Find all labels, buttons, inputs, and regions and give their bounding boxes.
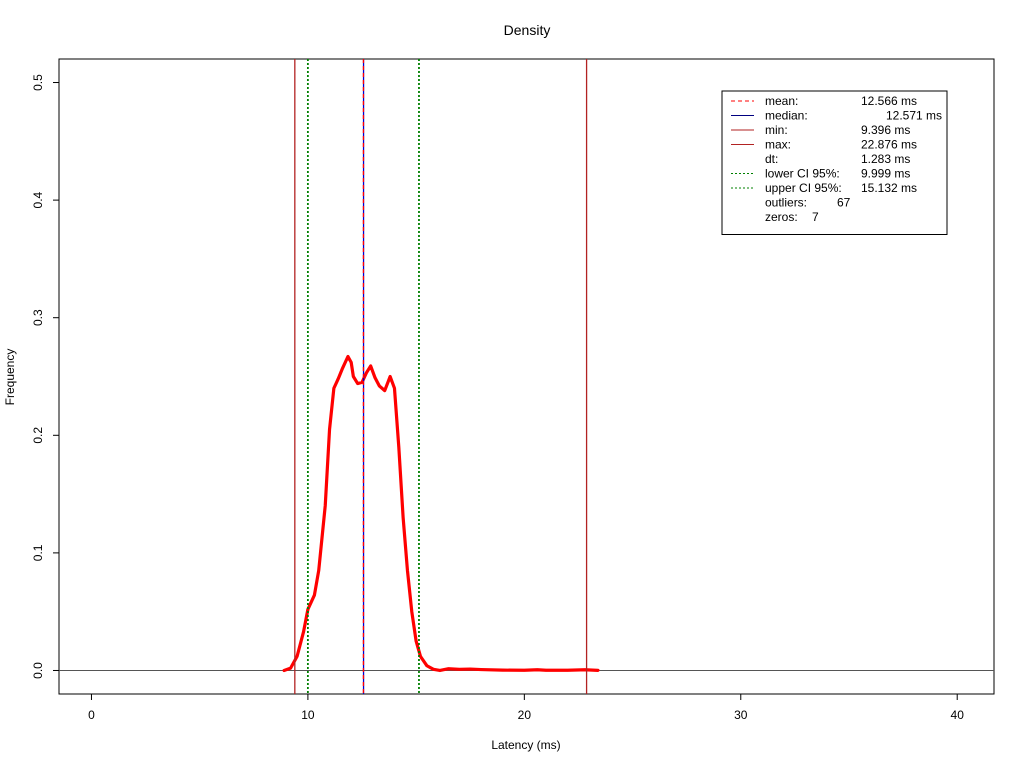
legend-label: max:	[765, 138, 791, 152]
y-tick-label: 0.0	[31, 662, 45, 679]
y-tick-label: 0.5	[31, 74, 45, 91]
y-axis-label: Frequency	[3, 349, 17, 406]
legend-label: zeros:	[765, 210, 798, 224]
density-curve	[282, 354, 600, 673]
x-axis-label: Latency (ms)	[491, 738, 560, 752]
y-axis: 0.0 0.1 0.2 0.3 0.4 0.5	[31, 74, 59, 679]
x-axis: 0 10 20 30 40	[88, 694, 964, 722]
legend-value: 12.566 ms	[861, 94, 917, 108]
legend-value: 67	[837, 196, 851, 210]
legend-value: 1.283 ms	[861, 152, 910, 166]
legend-label: lower CI 95%:	[765, 167, 840, 181]
chart-title: Density	[504, 22, 551, 38]
legend-label: median:	[765, 109, 808, 123]
legend-label: mean:	[765, 94, 798, 108]
y-tick-label: 0.2	[31, 427, 45, 444]
x-tick-label: 0	[88, 708, 95, 722]
legend-value: 12.571 ms	[886, 109, 942, 123]
plot-frame	[58, 58, 995, 695]
x-tick-label: 30	[734, 708, 748, 722]
x-tick-label: 20	[518, 708, 532, 722]
legend-value: 22.876 ms	[861, 138, 917, 152]
legend-label: upper CI 95%:	[765, 181, 842, 195]
x-tick-label: 40	[951, 708, 965, 722]
legend-value: 9.999 ms	[861, 167, 910, 181]
legend: mean: 12.566 ms median: 12.571 ms min: 9.396 …	[721, 90, 948, 235]
legend-box	[721, 90, 948, 235]
plot-marks	[59, 59, 994, 694]
x-tick-label: 10	[301, 708, 315, 722]
legend-value: 9.396 ms	[861, 123, 910, 137]
legend-value: 7	[812, 210, 819, 224]
legend-label: min:	[765, 123, 788, 137]
legend-value: 15.132 ms	[861, 181, 917, 195]
y-tick-label: 0.1	[31, 544, 45, 561]
legend-label: dt:	[765, 152, 778, 166]
legend-label: outliers:	[765, 196, 807, 210]
y-tick-label: 0.4	[31, 191, 45, 208]
y-tick-label: 0.3	[31, 309, 45, 326]
